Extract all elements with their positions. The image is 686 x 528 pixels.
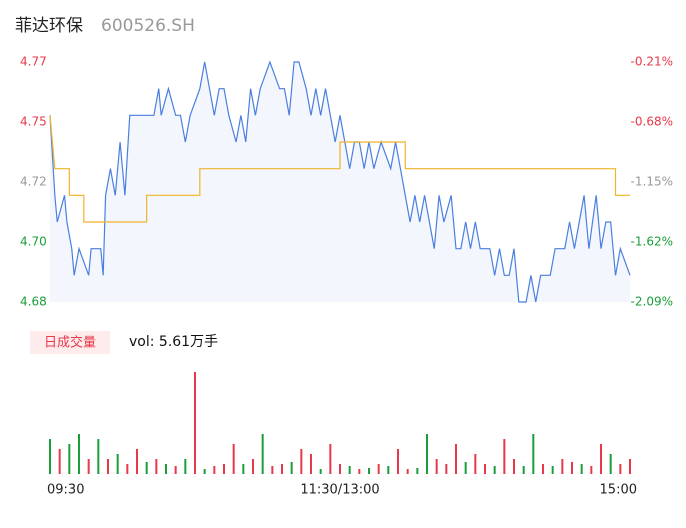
volume-bar: [126, 464, 129, 474]
y2-tick-label: -0.68%: [631, 115, 673, 129]
volume-bar: [551, 466, 554, 474]
volume-bar: [78, 434, 80, 474]
volume-bar: [542, 464, 544, 474]
y2-tick-label: -1.62%: [631, 235, 673, 249]
volume-bar: [474, 454, 477, 474]
volume-label: 日成交量: [44, 335, 96, 351]
volume-bar: [203, 469, 206, 474]
line-average: [49, 115, 630, 223]
volume-bar: [242, 464, 245, 474]
volume-bar: [300, 449, 303, 474]
y2-tick-label: -0.21%: [631, 55, 673, 69]
volume-bar: [387, 466, 390, 474]
volume-bar: [58, 449, 61, 474]
volume-bar: [290, 462, 293, 474]
x-tick-label: 15:00: [600, 483, 637, 498]
volume-bar: [145, 462, 148, 474]
y-tick-label: 4.75: [20, 115, 47, 129]
volume-bar: [339, 464, 341, 474]
volume-bar: [165, 464, 167, 474]
y-tick-label: 4.77: [20, 55, 47, 69]
volume-bar: [619, 464, 622, 474]
volume-bar: [261, 434, 264, 474]
volume-bar: [397, 449, 399, 474]
y-tick-label: 4.72: [20, 175, 47, 189]
volume-bar: [522, 466, 525, 474]
y2-tick-label: -1.15%: [631, 175, 673, 189]
volume-bar: [513, 459, 515, 474]
volume-bar: [455, 444, 457, 474]
volume-bar: [358, 469, 361, 474]
volume-bar: [107, 459, 109, 474]
volume-bar: [232, 444, 235, 474]
volume-bar: [580, 464, 583, 474]
volume-bar: [329, 444, 332, 474]
volume-bar: [213, 466, 216, 474]
volume-bar: [271, 466, 274, 474]
volume-bar: [532, 434, 535, 474]
volume-bar: [49, 439, 51, 474]
volume-bar: [571, 462, 573, 474]
volume-bar: [484, 464, 486, 474]
volume-text: vol: 5.61万手: [129, 334, 218, 350]
volume-bar: [252, 459, 254, 474]
volume-bar: [629, 459, 631, 474]
volume-bar: [609, 454, 612, 474]
volume-bar: [435, 459, 438, 474]
price-area: [50, 62, 630, 302]
y2-tick-label: -2.09%: [631, 295, 673, 309]
volume-bar: [590, 466, 593, 474]
chart-title: 菲达环保: [15, 16, 83, 36]
chart-subtitle: 600526.SH: [101, 16, 195, 36]
y-tick-label: 4.68: [20, 295, 47, 309]
y-tick-label: 4.70: [20, 235, 47, 249]
volume-bar: [377, 464, 380, 474]
volume-bar: [426, 434, 428, 474]
x-tick-label: 09:30: [47, 483, 84, 498]
volume-bar: [310, 454, 312, 474]
volume-bar: [561, 459, 564, 474]
volume-bar: [194, 372, 196, 474]
volume-bar: [445, 464, 448, 474]
volume-bar: [406, 469, 409, 474]
volume-bar: [464, 462, 467, 474]
volume-bar: [416, 468, 419, 474]
volume-bar: [87, 459, 90, 474]
volume-bar: [223, 464, 225, 474]
volume-bar: [136, 449, 138, 474]
volume-bar: [184, 459, 187, 474]
x-tick-label: 11:30/13:00: [300, 483, 379, 498]
volume-bar: [68, 444, 71, 474]
volume-label-bg: [30, 331, 110, 354]
volume-bar: [319, 469, 322, 474]
volume-bar: [493, 466, 496, 474]
line-price: [49, 60, 631, 303]
volume-bar: [97, 439, 100, 474]
volume-bar: [281, 464, 283, 474]
volume-bar: [116, 454, 119, 474]
volume-bar: [368, 468, 370, 474]
volume-bar: [600, 444, 602, 474]
volume-bar: [174, 466, 177, 474]
volume-bar: [503, 439, 506, 474]
volume-bar: [348, 466, 351, 474]
volume-bar: [155, 459, 158, 474]
